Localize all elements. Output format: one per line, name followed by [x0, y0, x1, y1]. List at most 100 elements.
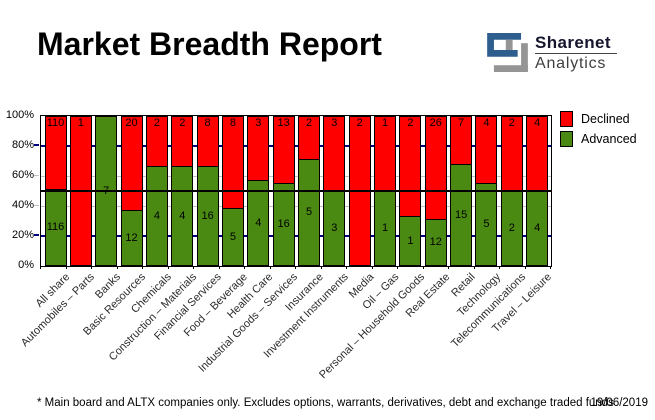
declined-count-label: 110 — [46, 117, 65, 129]
bar-real-estate: 26 12 — [424, 116, 447, 266]
advanced-count-label: 4 — [255, 216, 262, 229]
y-axis-label-100: 100% — [5, 109, 34, 121]
advanced-count-label: 1 — [407, 234, 414, 247]
declined-count-label: 2 — [508, 117, 515, 129]
advanced-segment: 116 — [45, 190, 66, 265]
advanced-segment: 5 — [299, 160, 319, 265]
x-axis-tick — [397, 266, 398, 269]
page-title: Market Breadth Report — [37, 26, 382, 62]
y-axis-tick-20 — [34, 234, 39, 236]
declined-segment: 110 — [45, 117, 66, 190]
declined-segment: 20 — [121, 117, 142, 211]
x-axis-tick — [524, 266, 526, 269]
declined-count-label: 13 — [277, 117, 290, 129]
declined-segment: 3 — [324, 117, 345, 192]
advanced-segment: 4 — [146, 167, 167, 265]
gridline-60 — [41, 176, 551, 177]
declined-count-label: 20 — [125, 117, 138, 129]
advanced-count-label: 16 — [277, 218, 290, 230]
x-axis-tick — [193, 266, 194, 269]
gridline-20 — [41, 235, 551, 237]
advanced-count-label: 2 — [508, 222, 515, 234]
advanced-segment: 12 — [425, 220, 446, 265]
x-axis-tick — [142, 266, 143, 269]
x-axis-tick — [295, 266, 296, 269]
advanced-count-label: 4 — [153, 209, 160, 222]
x-axis-tick — [499, 266, 500, 269]
sharenet-logo-icon — [487, 33, 528, 72]
legend-label: Declined — [581, 112, 630, 126]
x-axis-tick — [218, 266, 220, 269]
y-axis-label-20: 20% — [11, 229, 34, 241]
x-axis-tick — [422, 266, 424, 269]
declined-segment: 3 — [248, 117, 269, 181]
logo-line1: Sharenet — [535, 33, 611, 52]
declined-count-label: 3 — [255, 117, 262, 129]
advanced-segment: 16 — [273, 184, 294, 265]
declined-count-label: 4 — [483, 117, 490, 129]
advanced-count-label: 1 — [381, 222, 389, 234]
gridline-40 — [41, 206, 551, 207]
advanced-count-label: 5 — [305, 206, 313, 218]
declined-segment: 2 — [501, 117, 522, 192]
advanced-count-label: 3 — [331, 222, 338, 234]
y-axis-tick-80 — [34, 144, 39, 146]
legend-item-declined: Declined — [560, 111, 637, 127]
advanced-segment: 1 — [400, 217, 421, 265]
y-axis-tick-60 — [34, 175, 39, 176]
advanced-segment: 2 — [501, 192, 522, 265]
advanced-segment: 1 — [375, 192, 396, 265]
x-axis-tick — [116, 266, 118, 269]
advanced-count-label: 15 — [454, 208, 468, 221]
chart-plot-area: 1101161720122424816853413162533211212612… — [40, 115, 552, 267]
declined-count-label: 8 — [229, 117, 236, 129]
y-axis-tick-40 — [34, 205, 39, 206]
gridline-80 — [41, 145, 551, 147]
advanced-count-label: 116 — [46, 221, 65, 233]
x-axis-tick — [448, 266, 449, 269]
y-axis-label-0: 0% — [18, 259, 34, 271]
x-axis-tick — [550, 266, 551, 269]
x-axis-tick — [40, 266, 41, 269]
advanced-count-label: 5 — [483, 218, 490, 230]
reference-line-50 — [41, 190, 551, 192]
footnote-text: * Main board and ALTX companies only. Ex… — [37, 397, 614, 409]
declined-count-label: 3 — [331, 117, 338, 129]
chart-legend: Declined Advanced — [560, 111, 637, 151]
declined-segment: 8 — [197, 117, 218, 167]
declined-segment: 4 — [476, 117, 497, 184]
declined-segment: 1 — [375, 117, 396, 192]
legend-swatch-advanced — [560, 131, 573, 147]
advanced-count-label: 12 — [429, 236, 442, 248]
x-axis-tick — [244, 266, 245, 269]
declined-segment: 26 — [425, 117, 446, 220]
declined-segment: 2 — [400, 117, 421, 217]
y-axis-label-80: 80% — [11, 139, 34, 151]
declined-segment: 2 — [172, 117, 193, 167]
declined-segment: 2 — [299, 117, 319, 160]
advanced-segment: 4 — [527, 192, 548, 265]
legend-swatch-declined — [560, 111, 573, 127]
declined-segment: 7 — [451, 117, 472, 165]
advanced-segment: 15 — [451, 165, 472, 265]
logo-line2: Analytics — [535, 55, 607, 72]
y-axis-label-60: 60% — [11, 169, 34, 181]
advanced-segment: 12 — [121, 211, 142, 265]
declined-count-label: 2 — [179, 117, 186, 129]
legend-item-advanced: Advanced — [560, 131, 637, 147]
sharenet-logo: Sharenet Analytics — [487, 33, 617, 73]
advanced-count-label: 4 — [179, 209, 186, 222]
x-axis-tick — [320, 266, 322, 269]
declined-count-label: 2 — [407, 117, 414, 129]
advanced-count-label: 5 — [229, 230, 236, 243]
x-axis-tick — [346, 266, 347, 269]
declined-count-label: 2 — [356, 117, 363, 129]
x-axis-tick — [65, 266, 67, 269]
advanced-segment: 5 — [222, 209, 243, 265]
x-axis-tick — [371, 266, 373, 269]
x-axis-tick — [269, 266, 271, 269]
x-axis-tick — [167, 266, 169, 269]
y-axis-label-40: 40% — [11, 199, 34, 211]
